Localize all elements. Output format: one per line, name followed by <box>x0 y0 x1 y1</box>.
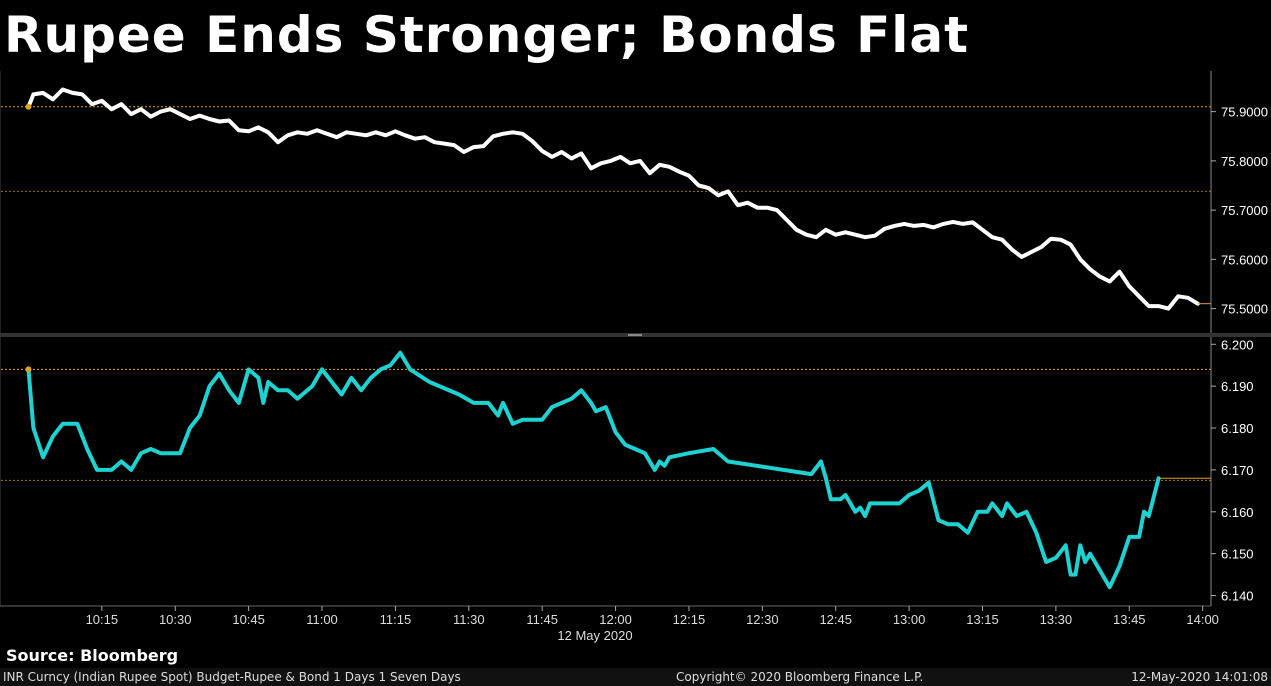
y-tick-label: 75.9000 <box>1221 105 1268 120</box>
panel-divider-handle <box>628 334 642 336</box>
y-tick-label: 6.170 <box>1221 463 1254 478</box>
y-tick-label: 75.6000 <box>1221 252 1268 267</box>
x-tick-label: 12:00 <box>599 612 632 627</box>
x-tick-label: 13:45 <box>1113 612 1146 627</box>
y-tick-label: 6.150 <box>1221 547 1254 562</box>
x-axis: 10:15 10:30 10:45 11:00 11:15 11:30 11:45 12:00… <box>0 605 1219 643</box>
footer-bar: INR Curncy (Indian Rupee Spot) Budget-Ru… <box>0 668 1271 686</box>
y-tick-label: 6.190 <box>1221 379 1254 394</box>
y-tick-label: 75.5000 <box>1221 302 1268 317</box>
chart-title: Rupee Ends Stronger; Bonds Flat <box>4 6 970 64</box>
panel-rupee: 75.9000 75.8000 75.7000 75.6000 75.5000 <box>1 87 1268 317</box>
x-date-label: 12 May 2020 <box>557 628 632 643</box>
y-tick-label: 6.160 <box>1221 505 1254 520</box>
x-tick-label: 10:30 <box>159 612 192 627</box>
footer-security-description: INR Curncy (Indian Rupee Spot) Budget-Ru… <box>3 670 461 684</box>
y-tick-label: 6.140 <box>1221 589 1254 604</box>
y-tick-label: 6.200 <box>1221 337 1254 352</box>
x-tick-label: 14:00 <box>1186 612 1219 627</box>
x-tick-label: 11:30 <box>453 612 485 627</box>
panel-bond-yield: 6.200 6.190 6.180 6.170 6.160 6.150 6.140 <box>1 337 1254 604</box>
x-tick-label: 10:15 <box>86 612 119 627</box>
y-tick-label: 75.7000 <box>1221 203 1268 218</box>
x-tick-label: 13:15 <box>966 612 999 627</box>
x-tick-label: 11:45 <box>526 612 558 627</box>
x-tick-label: 11:00 <box>306 612 338 627</box>
footer-timestamp: 12-May-2020 14:01:08 <box>1131 670 1268 684</box>
x-tick-label: 12:30 <box>746 612 779 627</box>
x-tick-label: 12:45 <box>819 612 852 627</box>
x-tick-label: 13:00 <box>893 612 926 627</box>
x-tick-label: 12:15 <box>673 612 706 627</box>
chart-area: 75.9000 75.8000 75.7000 75.6000 75.5000 6.200… <box>0 71 1271 643</box>
x-tick-label: 11:15 <box>380 612 412 627</box>
series-start-marker <box>25 103 32 110</box>
series-start-marker <box>25 366 32 373</box>
x-tick-label: 10:45 <box>232 612 265 627</box>
x-tick-label: 13:30 <box>1040 612 1073 627</box>
series-line-bond-yield <box>26 350 1161 590</box>
footer-copyright: Copyright© 2020 Bloomberg Finance L.P. <box>676 670 924 684</box>
series-line-rupee <box>26 87 1200 311</box>
y-tick-label: 6.180 <box>1221 421 1254 436</box>
y-tick-label: 75.8000 <box>1221 154 1268 169</box>
source-label: Source: Bloomberg <box>6 646 179 665</box>
